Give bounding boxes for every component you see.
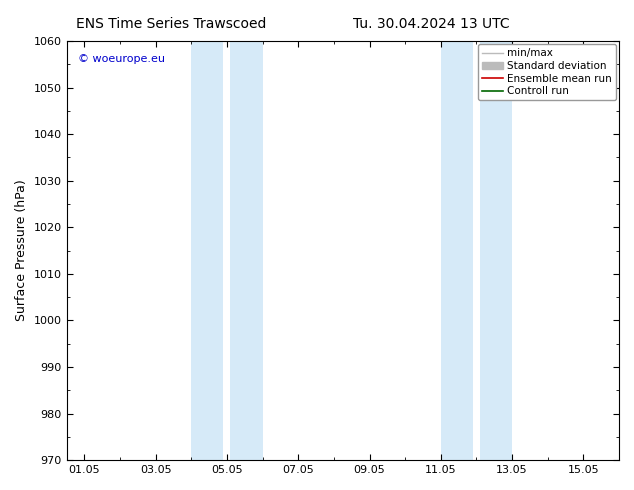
Y-axis label: Surface Pressure (hPa): Surface Pressure (hPa) bbox=[15, 180, 28, 321]
Bar bbox=[441, 41, 473, 460]
Text: Tu. 30.04.2024 13 UTC: Tu. 30.04.2024 13 UTC bbox=[353, 17, 510, 31]
Bar bbox=[191, 41, 223, 460]
Bar bbox=[231, 41, 262, 460]
Text: ENS Time Series Trawscoed: ENS Time Series Trawscoed bbox=[76, 17, 266, 31]
Legend: min/max, Standard deviation, Ensemble mean run, Controll run: min/max, Standard deviation, Ensemble me… bbox=[478, 44, 616, 100]
Bar bbox=[480, 41, 512, 460]
Text: © woeurope.eu: © woeurope.eu bbox=[77, 53, 165, 64]
